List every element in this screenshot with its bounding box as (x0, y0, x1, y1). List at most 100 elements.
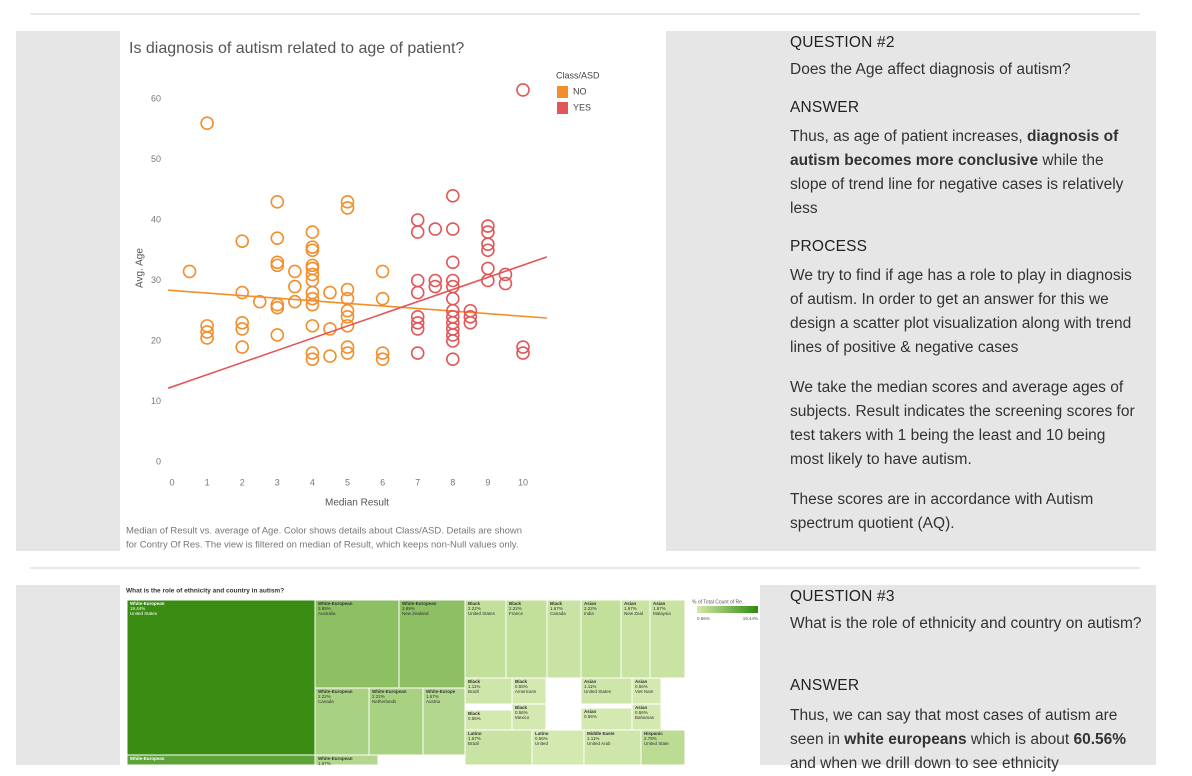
bold-text: 60.56% (1073, 731, 1127, 748)
cell-label: 3.89% (318, 606, 331, 611)
x-axis-label: Median Result (325, 498, 389, 509)
data-point (498, 276, 513, 291)
treemap-cell (580, 677, 633, 705)
data-point (200, 325, 214, 339)
cell-label: 1.11% (584, 684, 596, 689)
cell-label: Latino (535, 731, 549, 736)
treemap-cell (398, 599, 466, 689)
legend-label: 19.44% (743, 616, 758, 621)
data-point (235, 340, 249, 354)
data-point (270, 328, 285, 342)
x-tick-label: 1 (205, 477, 210, 487)
cell-label: 2.22% (468, 606, 481, 611)
x-tick-label: 5 (345, 477, 350, 487)
data-point (410, 316, 425, 330)
data-point (252, 294, 267, 309)
cell-label: Asian (653, 601, 666, 606)
cell-label: France (509, 611, 524, 616)
legend-bar (697, 606, 758, 613)
data-point (288, 294, 302, 309)
y-tick-label: 20 (151, 335, 161, 345)
treemap-cell (464, 599, 507, 679)
data-point (481, 237, 495, 251)
paragraph: We try to find if age has a role to play… (790, 267, 1132, 356)
data-point (340, 201, 355, 215)
treemap-cell (422, 687, 466, 756)
data-point (270, 195, 285, 209)
question: What is the role of ethnicity and countr… (790, 615, 1142, 632)
treemap-cell (368, 687, 424, 756)
data-point (463, 309, 478, 324)
data-point (428, 279, 443, 294)
cell-label: Malaysia (653, 611, 671, 616)
data-point (340, 340, 355, 354)
cell-label: 0.56% (515, 710, 528, 715)
data-point (270, 258, 285, 273)
legend-label: YES (573, 102, 591, 112)
cell-label: Canada (550, 611, 566, 616)
data-point (340, 319, 355, 333)
cell-label: 1.67% (624, 606, 637, 611)
treemap-cell (580, 599, 622, 679)
question: Does the Age affect diagnosis of autism? (790, 61, 1071, 78)
legend-title: % of Total Count of Re.. (692, 599, 745, 605)
treemap-cell (583, 729, 642, 765)
trend-line (167, 256, 548, 389)
text-run: and when we drill down to see ethnicity (790, 755, 1059, 772)
cell-label: Hispanic (644, 731, 663, 736)
x-tick-label: 8 (450, 477, 455, 487)
y-tick-label: 50 (151, 154, 161, 164)
cell-label: 1.67% (318, 761, 331, 765)
data-point (428, 273, 443, 288)
cell-label: Asian (584, 679, 597, 684)
cell-label: United (535, 741, 549, 746)
text-run: while the slope of trend line for negati… (790, 152, 1124, 217)
y-tick-label: 10 (151, 396, 161, 406)
cell-label: White-European (130, 601, 165, 606)
data-point (305, 352, 320, 366)
cell-label: 19.44% (130, 606, 145, 611)
data-point (445, 352, 460, 366)
data-point (445, 328, 460, 342)
data-point (375, 291, 390, 306)
data-point (288, 279, 302, 294)
cell-label: 0.56% (584, 714, 597, 719)
cell-label: White-European (318, 756, 353, 761)
cell-label: 1.11% (587, 736, 599, 741)
treemap-cell (531, 729, 585, 765)
legend-swatch (557, 86, 568, 98)
cell-label: Americans (515, 689, 537, 694)
cell-label: Asian (635, 705, 648, 710)
cell-label: Bahamas (635, 715, 655, 720)
data-point (305, 267, 320, 282)
data-point (516, 346, 530, 360)
scatter-chart: Is diagnosis of autism related to age of… (126, 40, 600, 550)
cell-label: New Zealand (402, 611, 429, 616)
data-point (340, 309, 355, 324)
answer-label: ANSWER (790, 677, 860, 694)
cell-label: Latino (468, 731, 482, 736)
cell-label: 0.56% (468, 716, 481, 721)
cell-label: Black (515, 705, 528, 710)
cell-label: Viet Nam (635, 689, 654, 694)
data-point (305, 243, 320, 258)
data-point (340, 195, 355, 209)
cell-label: 1.67% (468, 736, 481, 741)
text-run: which is about (966, 731, 1074, 748)
data-point (516, 83, 530, 97)
cell-label: White-Europe (426, 689, 456, 694)
cell-label: Canada (318, 699, 334, 704)
treemap-cell (464, 729, 533, 765)
data-point (445, 255, 460, 270)
cell-label: 2.22% (318, 694, 331, 699)
data-point (463, 316, 478, 330)
y-tick-label: 40 (151, 214, 161, 224)
x-tick-label: 3 (275, 477, 280, 487)
x-tick-label: 4 (310, 477, 315, 487)
data-point (270, 231, 285, 245)
data-point (305, 319, 320, 333)
cell-label: 2.22% (584, 606, 597, 611)
cell-label: Black (509, 601, 522, 606)
bold-text: white europeans (844, 731, 967, 748)
question-label: QUESTION #2 (790, 34, 895, 51)
